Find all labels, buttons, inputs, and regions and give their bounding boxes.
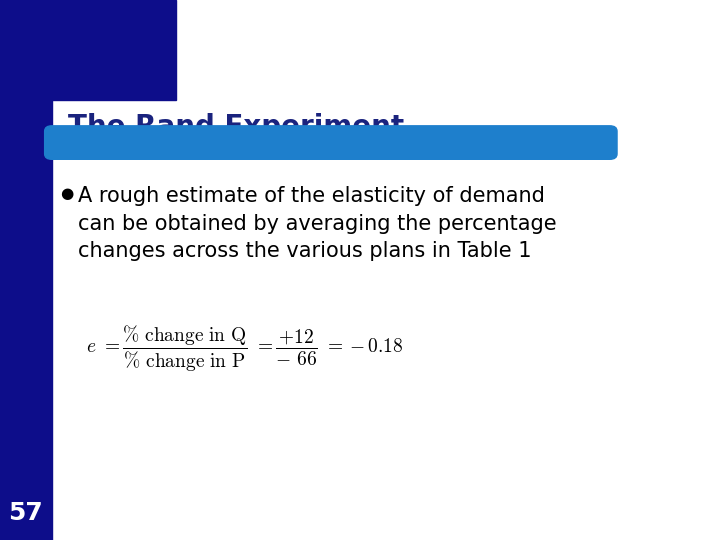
FancyBboxPatch shape bbox=[45, 126, 617, 159]
Bar bbox=[0, 0, 52, 540]
Text: A rough estimate of the elasticity of demand
can be obtained by averaging the pe: A rough estimate of the elasticity of de… bbox=[78, 186, 557, 261]
Text: ●: ● bbox=[60, 186, 73, 201]
Bar bbox=[0, 0, 176, 100]
Text: 57: 57 bbox=[9, 501, 43, 525]
Text: The Rand Experiment: The Rand Experiment bbox=[68, 113, 405, 141]
Text: $e \ = \dfrac{\%\ \mathrm{change\ in\ Q}}{\%\ \mathrm{change\ in\ P}}\ = \dfrac{: $e \ = \dfrac{\%\ \mathrm{change\ in\ Q}… bbox=[86, 324, 404, 374]
